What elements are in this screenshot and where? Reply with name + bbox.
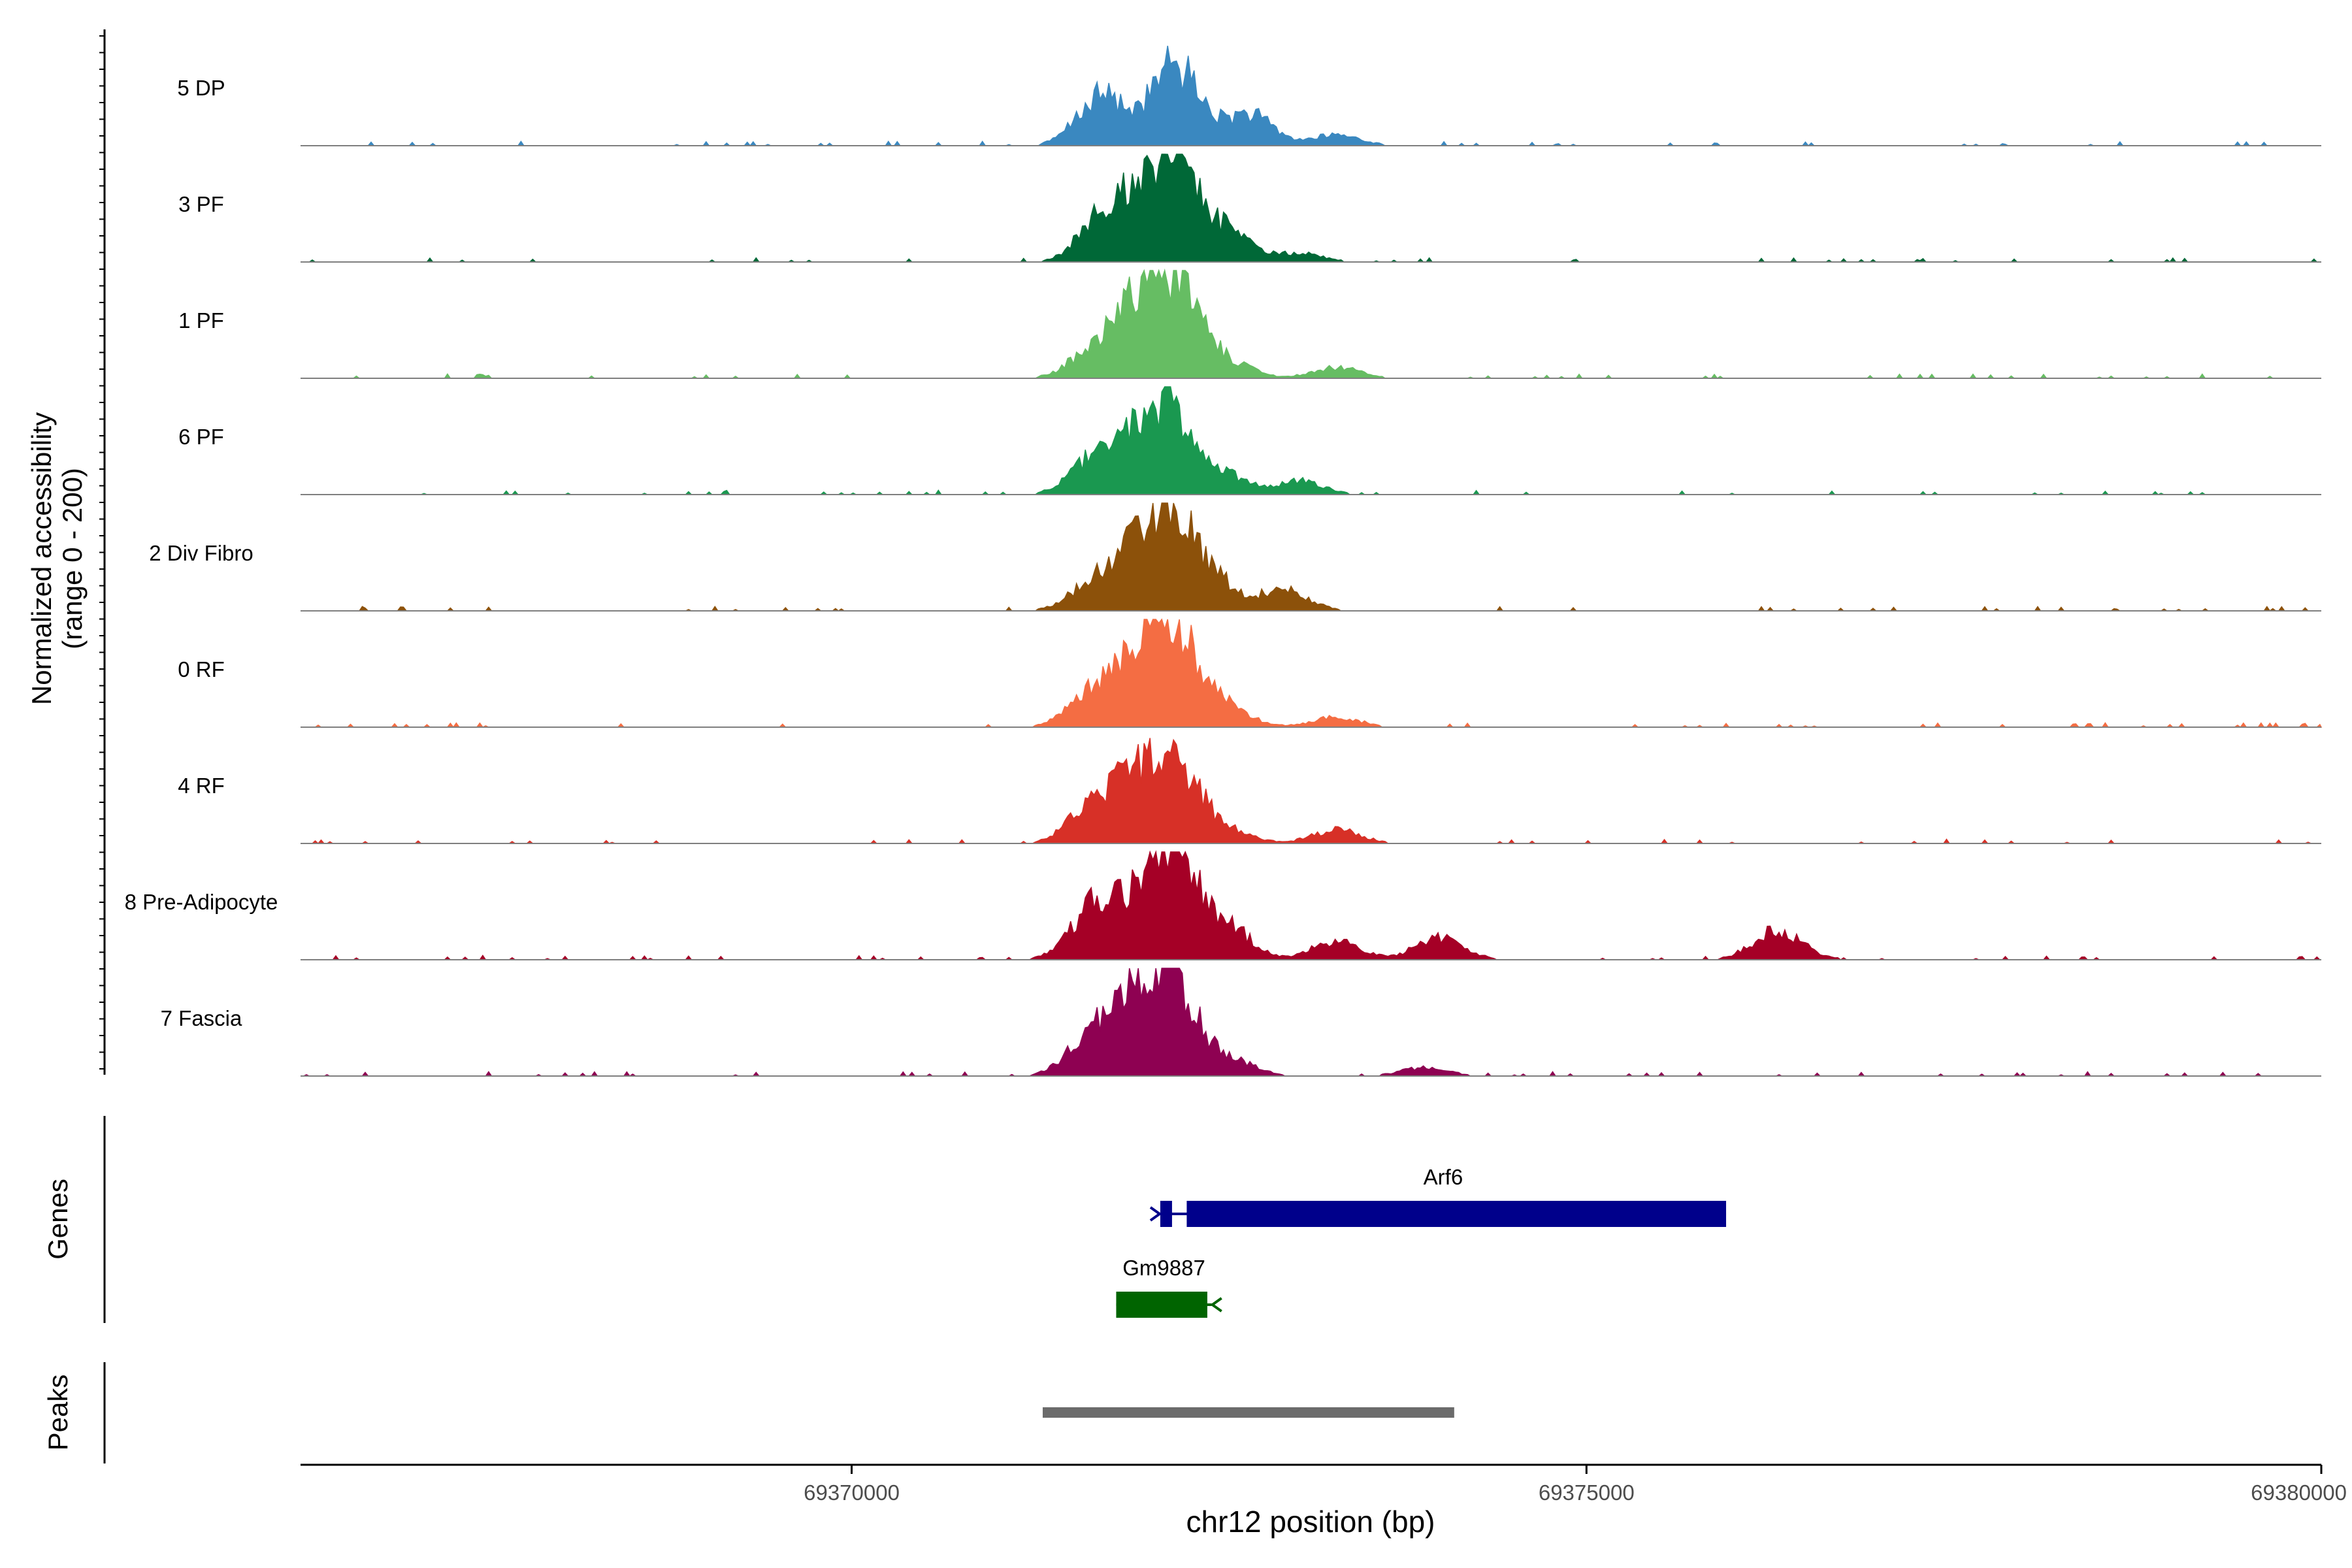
gene-arf6: Arf6 <box>1149 1165 1726 1227</box>
coverage-area <box>301 618 2323 728</box>
x-tick-label: 69375000 <box>1539 1480 1635 1505</box>
coverage-area <box>301 968 2321 1077</box>
y-axis-title-line2: (range 0 - 200) <box>57 468 88 649</box>
x-axis-title: chr12 position (bp) <box>1186 1505 1435 1539</box>
track-0-rf: 0 RF <box>178 618 2323 728</box>
track-label: 5 DP <box>177 76 225 100</box>
track-2-div-fibro: 2 Div Fibro <box>149 502 2321 612</box>
strand-arrow-icon <box>1149 1206 1162 1222</box>
coverage-area <box>301 850 2321 960</box>
peaks-axis-title: Peaks <box>42 1375 73 1451</box>
track-1-pf: 1 PF <box>178 269 2321 380</box>
gene-label: Gm9887 <box>1122 1256 1205 1280</box>
track-label: 1 PF <box>178 308 224 333</box>
track-8-pre-adipocyte: 8 Pre-Adipocyte <box>125 850 2321 960</box>
track-label: 6 PF <box>178 425 224 449</box>
track-6-pf: 6 PF <box>178 386 2321 495</box>
track-label: 4 RF <box>178 774 225 798</box>
coverage-area <box>301 502 2321 612</box>
track-7-fascia: 7 Fascia <box>161 968 2321 1077</box>
accessibility-axis-ticks <box>99 35 105 1070</box>
track-label: 3 PF <box>178 192 224 216</box>
gene-exon <box>1160 1201 1172 1227</box>
x-tick-label: 69380000 <box>2251 1480 2347 1505</box>
gene-exon <box>1186 1201 1726 1227</box>
x-tick-label: 69370000 <box>804 1480 900 1505</box>
track-5-dp: 5 DP <box>177 45 2321 147</box>
coverage-area <box>301 269 2321 380</box>
peak-track <box>1042 1407 1454 1418</box>
gene-gm9887: Gm9887 <box>1116 1256 1222 1318</box>
coverage-area <box>301 154 2321 263</box>
gene-label: Arf6 <box>1424 1165 1463 1189</box>
gene-annotation-track: Arf6 Gm9887 <box>1116 1165 1726 1318</box>
peak-region <box>1042 1407 1454 1418</box>
y-axis-title-line1: Normalized accessibility <box>26 412 57 705</box>
x-axis-ticks: 69370000 69375000 69380000 <box>804 1465 2347 1505</box>
coverage-tracks: 5 DP 3 PF 1 PF 6 PF 2 Div Fibro 0 RF 4 RF 8 Pre… <box>125 45 2323 1077</box>
track-label: 2 Div Fibro <box>149 541 253 565</box>
coverage-area <box>301 738 2321 845</box>
track-label: 8 Pre-Adipocyte <box>125 890 278 914</box>
coverage-area <box>301 386 2321 495</box>
track-label: 0 RF <box>178 657 225 681</box>
track-4-rf: 4 RF <box>178 738 2321 845</box>
genes-axis-title: Genes <box>42 1179 73 1260</box>
track-3-pf: 3 PF <box>178 154 2321 263</box>
strand-arrow-icon <box>1210 1297 1222 1313</box>
coverage-area <box>301 45 2321 147</box>
track-label: 7 Fascia <box>161 1006 242 1030</box>
gene-exon <box>1116 1292 1207 1318</box>
